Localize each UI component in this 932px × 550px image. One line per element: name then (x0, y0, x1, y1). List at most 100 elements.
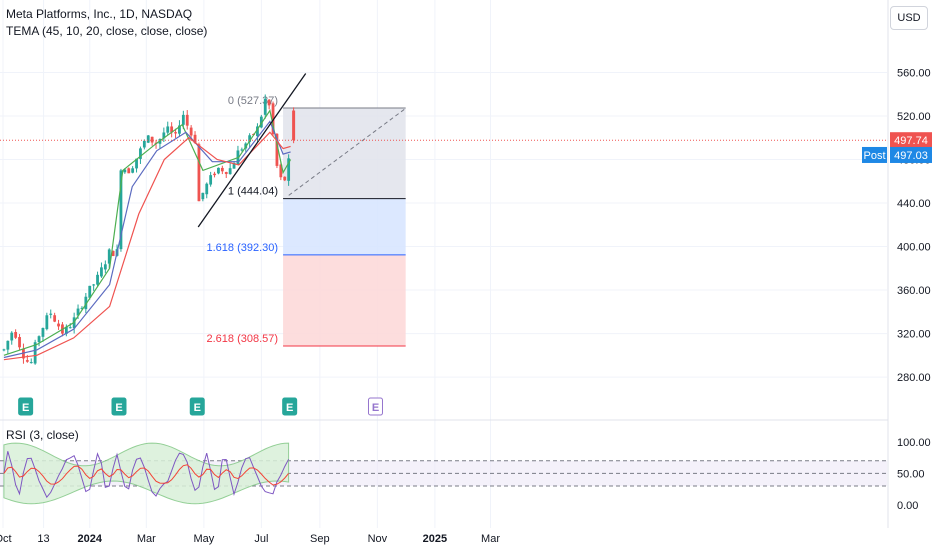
price-tick-label: 360.00 (897, 285, 931, 297)
candle-body (57, 323, 60, 327)
candle-body (263, 98, 267, 115)
price-tick-label: 520.00 (897, 111, 931, 123)
candle-body (80, 307, 84, 309)
x-tick-label: Oct (0, 533, 12, 545)
indicator-label[interactable]: TEMA (45, 10, 20, close, close, close) (6, 24, 208, 38)
earnings-marker (189, 397, 205, 416)
candle-body (174, 132, 177, 134)
candle-body (29, 362, 33, 364)
x-tick-label: 2024 (78, 533, 103, 545)
tema-line-slow (3, 131, 291, 361)
candle-body (201, 192, 205, 200)
candle-body (107, 249, 111, 264)
candle-body (205, 183, 209, 195)
candle-body (228, 168, 232, 175)
candle-body (217, 167, 220, 174)
rsi-tick-label: 50.00 (897, 468, 925, 480)
candle-body (92, 284, 96, 286)
candle-body (178, 125, 181, 134)
candle-body (292, 110, 296, 141)
time-axis: Oct 13 2024 Mar May Jul Sep Nov 2025 Mar (0, 533, 500, 545)
candle-body (84, 296, 88, 310)
candle-body (170, 126, 174, 133)
candle-body (146, 135, 150, 143)
candle-body (68, 327, 72, 329)
candle-body (14, 331, 18, 338)
candle-body (256, 126, 259, 137)
earnings-marker-label: E (372, 402, 379, 414)
candle-body (135, 158, 138, 169)
candle-body (142, 140, 146, 148)
post-price-tag (890, 146, 932, 163)
candle-body (248, 135, 252, 142)
candle-body (53, 315, 57, 322)
earnings-marker (367, 397, 383, 416)
rsi-line (3, 451, 290, 499)
candle-body (232, 162, 236, 169)
candle-body (185, 114, 189, 126)
rsi-signal-line (3, 464, 289, 486)
candle-body (127, 168, 131, 174)
tema-line-mid (3, 120, 291, 359)
fib-zone (283, 254, 406, 347)
post-badge (862, 146, 887, 163)
last-price-tag (890, 132, 932, 149)
trend-line (197, 73, 307, 228)
rsi-tick-label: 100.00 (897, 437, 931, 449)
post-badge-label: Post (863, 150, 885, 162)
x-tick-label: May (193, 533, 214, 545)
price-tick-label: 560.00 (897, 67, 931, 79)
rsi-label[interactable]: RSI (3, close) (6, 428, 79, 442)
candle-body (139, 148, 142, 159)
earnings-marker-label: E (115, 402, 122, 414)
x-tick-label: Mar (481, 533, 500, 545)
drawings (0, 73, 887, 228)
candle-body (41, 327, 45, 337)
candle-body (220, 167, 224, 172)
candle-body (131, 168, 135, 173)
candle-body (103, 264, 107, 270)
candle-body (193, 134, 197, 143)
candle-body (45, 315, 49, 330)
candle-body (150, 136, 154, 143)
candle-body (37, 336, 41, 343)
x-tick-label: 2025 (423, 533, 447, 545)
candle-body (166, 126, 170, 133)
rsi-pane (0, 419, 888, 505)
candle-body (88, 285, 92, 298)
candle-body (271, 103, 275, 135)
chart-title[interactable]: Meta Platforms, Inc., 1D, NASDAQ (6, 7, 193, 21)
candle-body (10, 332, 14, 341)
price-tick-label: 400.00 (897, 242, 931, 254)
candle-body (25, 360, 29, 362)
candlestick-series (2, 94, 296, 365)
candle-body (259, 116, 263, 128)
candle-body (162, 132, 166, 139)
candle-body (6, 340, 10, 350)
x-tick-label: Mar (137, 533, 156, 545)
earnings-marker-label: E (22, 402, 29, 414)
candle-body (33, 342, 37, 364)
candle-body (209, 175, 213, 185)
candle-body (49, 313, 53, 315)
currency-button[interactable]: USD (890, 6, 928, 30)
candle-body (240, 149, 244, 151)
earnings-marker-label: E (194, 402, 201, 414)
candle-body (100, 267, 103, 277)
x-tick-label: 13 (37, 533, 49, 545)
candle-body (287, 158, 291, 181)
earnings-marker-label: E (286, 402, 293, 414)
fib-level-label: 1 (444.04) (228, 186, 278, 198)
x-tick-label: Sep (310, 533, 330, 545)
candle-body (2, 349, 6, 351)
x-tick-label: Nov (368, 533, 388, 545)
fib-level-label: 0 (527.37) (228, 95, 278, 107)
candle-body (267, 99, 271, 106)
candle-body (189, 127, 193, 136)
earnings-marker (18, 397, 34, 416)
fib-level-label: 2.618 (308.57) (207, 333, 279, 345)
post-price-value: 497.03 (894, 150, 928, 162)
x-tick-label: Jul (254, 533, 268, 545)
